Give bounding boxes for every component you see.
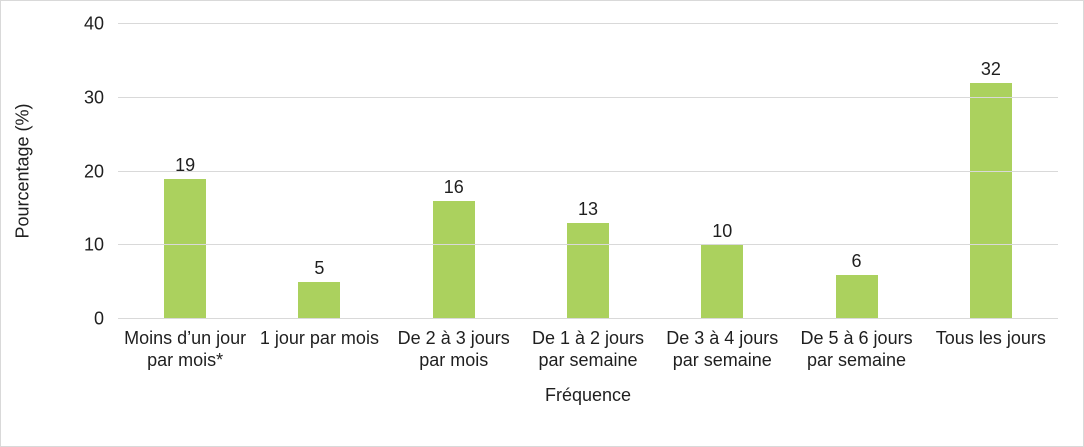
y-tick-label-20: 20 — [83, 161, 104, 181]
category-label: 1 jour par mois — [259, 328, 379, 348]
bar-column: 13 — [521, 24, 655, 319]
bar-column: 32 — [924, 24, 1058, 319]
category-label: Tous les jours — [935, 328, 1046, 348]
bar-column: 19 — [118, 24, 252, 319]
bar — [164, 178, 207, 319]
y-tick-label-40: 40 — [83, 13, 104, 34]
bar-value-label: 32 — [980, 59, 1001, 80]
y-tick-label-0: 0 — [93, 308, 104, 329]
y-axis-tick-labels: 0 10 20 30 40 — [1, 14, 104, 329]
x-axis-category-labels: Moins d’un jour par mois* 1 jour par mois… — [118, 328, 1058, 371]
bar — [701, 245, 744, 319]
gridline-y-10 — [118, 244, 1058, 246]
category-label: De 3 à 4 jours par semaine — [666, 328, 779, 370]
plot-area: 19 5 16 13 10 6 32 — [118, 23, 1058, 319]
bar-value-label: 19 — [175, 155, 196, 176]
bar-column: 5 — [252, 24, 386, 319]
bar-column: 16 — [387, 24, 521, 319]
y-tick-label-10: 10 — [83, 234, 104, 255]
bar-column: 10 — [655, 24, 789, 319]
bar-series: 19 5 16 13 10 6 32 — [118, 24, 1058, 319]
bar — [298, 282, 341, 319]
gridline-y-0 — [118, 318, 1058, 319]
gridline-y-20 — [118, 170, 1058, 172]
bar-value-label: 6 — [851, 250, 862, 271]
category-label: De 5 à 6 jours par semaine — [800, 328, 913, 370]
bar — [432, 201, 475, 319]
bar-value-label: 5 — [314, 258, 325, 279]
gridline-y-30 — [118, 96, 1058, 98]
bar-column: 6 — [789, 24, 923, 319]
x-axis-title: Fréquence — [544, 385, 632, 405]
bar-value-label: 16 — [443, 177, 464, 198]
bar-value-label: 13 — [577, 199, 598, 220]
category-label: De 1 à 2 jours par semaine — [531, 328, 645, 370]
gridline-y-40 — [118, 23, 1058, 24]
bar-value-label: 10 — [712, 221, 733, 242]
category-label: De 2 à 3 jours par mois — [397, 328, 510, 370]
bar — [969, 83, 1012, 319]
bar — [835, 274, 878, 319]
bar — [566, 223, 609, 319]
category-label: Moins d’un jour par mois* — [124, 328, 247, 370]
y-tick-label-30: 30 — [83, 87, 104, 108]
